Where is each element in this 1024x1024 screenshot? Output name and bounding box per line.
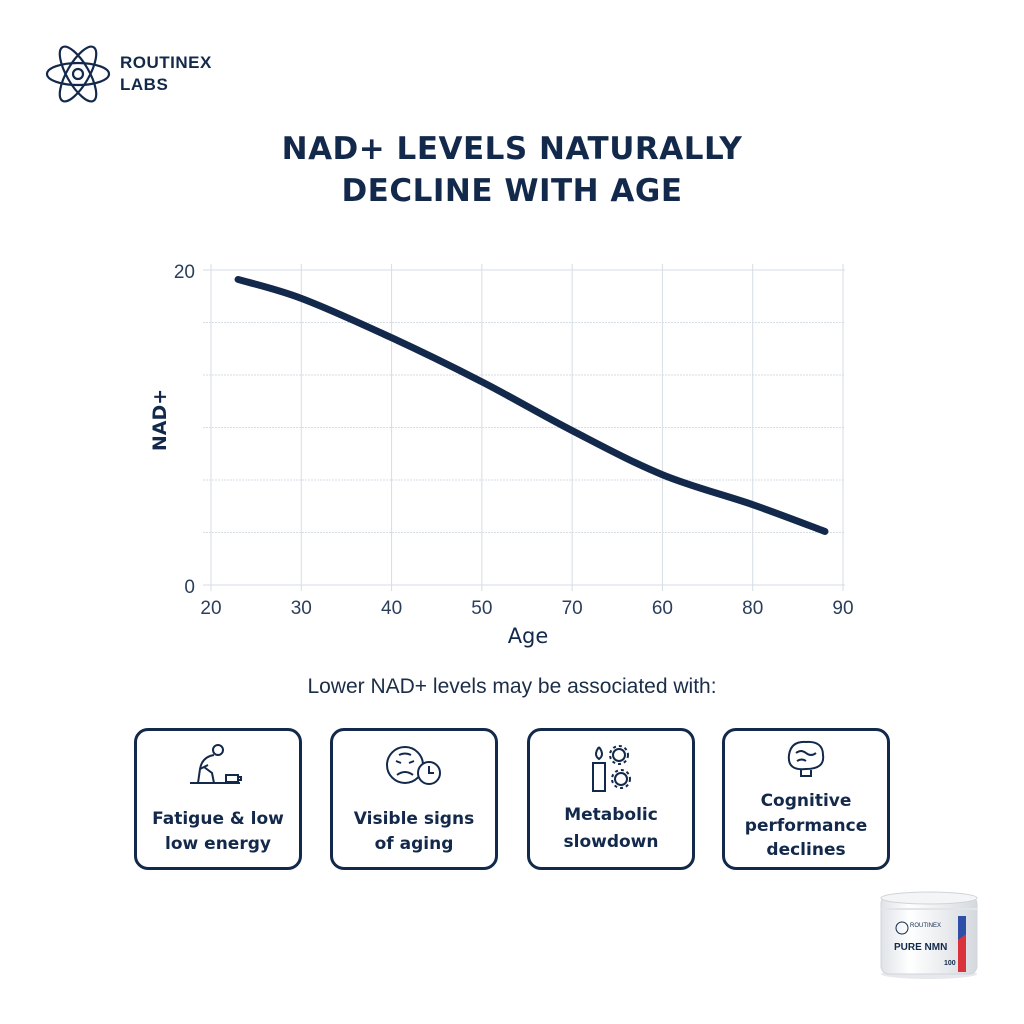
card-label-2: performance xyxy=(744,816,868,836)
card-label-1: Fatigue & low xyxy=(152,809,284,829)
x-axis-label: Age xyxy=(508,624,549,648)
card-label-2: slowdown xyxy=(563,832,659,852)
brand-line2: LABS xyxy=(120,75,169,94)
card-label-3: declines xyxy=(766,840,846,860)
card-label-2: low energy xyxy=(165,834,271,854)
subtitle: Lower NAD+ levels may be associated with… xyxy=(307,675,717,698)
card-label-1: Cognitive xyxy=(760,791,852,811)
title-line2: DECLINE WITH AGE xyxy=(341,173,683,209)
card-aging: Visible signs of aging xyxy=(330,728,498,870)
y-tick-label: 0 xyxy=(184,577,195,598)
title-line1: NAD+ LEVELS NATURALLY xyxy=(281,131,743,167)
x-tick-label: 70 xyxy=(562,598,583,619)
fatigue-person-battery-icon xyxy=(190,744,242,784)
brain-lightbulb-icon xyxy=(787,740,825,777)
nad-decline-line xyxy=(234,275,829,535)
flame-gears-icon xyxy=(592,745,631,792)
card-cognitive: Cognitive performance declines xyxy=(722,728,890,870)
atom-logo-icon xyxy=(45,45,111,103)
jar-brand: ROUTINEX xyxy=(910,923,941,929)
x-tick-label: 20 xyxy=(200,598,221,619)
card-label-1: Visible signs xyxy=(353,809,475,829)
x-tick-label: 30 xyxy=(291,598,312,619)
card-label-1: Metabolic xyxy=(564,805,658,825)
x-tick-label: 90 xyxy=(832,598,853,619)
y-axis-label: NAD+ xyxy=(149,389,171,451)
x-tick-label: 40 xyxy=(381,598,402,619)
product-jar-image: ROUTINEX PURE NMN 100 xyxy=(880,891,978,979)
jar-count: 100 xyxy=(944,960,956,967)
brand-logo: ROUTINEX LABS xyxy=(44,40,212,108)
card-fatigue: Fatigue & low low energy xyxy=(134,728,302,870)
x-tick-label: 50 xyxy=(471,598,492,619)
sad-face-clock-icon xyxy=(386,746,441,785)
brand-line1: ROUTINEX xyxy=(120,53,212,72)
card-label-2: of aging xyxy=(374,834,454,854)
page-title: NAD+ LEVELS NATURALLY DECLINE WITH AGE xyxy=(0,128,1024,212)
card-metabolic: Metabolic slowdown xyxy=(527,728,695,870)
y-tick-label: 20 xyxy=(174,262,195,283)
x-tick-label: 60 xyxy=(652,598,673,619)
jar-product-name: PURE NMN xyxy=(894,942,947,953)
x-tick-label: 80 xyxy=(742,598,763,619)
